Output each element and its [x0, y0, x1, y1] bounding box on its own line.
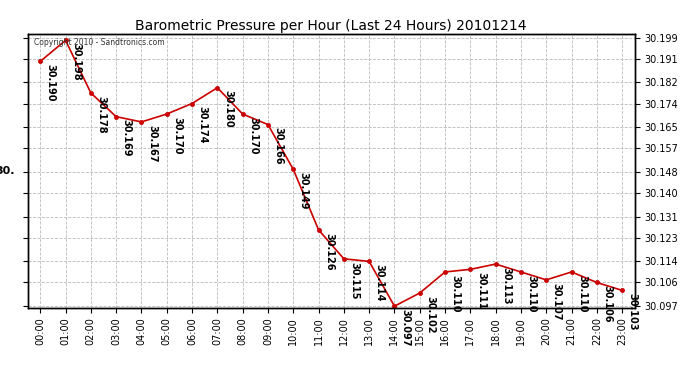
- Text: 30.107: 30.107: [552, 283, 562, 320]
- Text: 30.114: 30.114: [375, 264, 385, 302]
- Text: 30.169: 30.169: [121, 120, 132, 157]
- Text: 30.167: 30.167: [147, 125, 157, 162]
- Text: 30.110: 30.110: [526, 275, 537, 312]
- Text: 30.170: 30.170: [248, 117, 258, 154]
- Text: 30.149: 30.149: [299, 172, 309, 210]
- Text: 30.174: 30.174: [197, 106, 208, 144]
- Text: 30.170: 30.170: [172, 117, 182, 154]
- Text: Copyright 2010 - Sandtronics.com: Copyright 2010 - Sandtronics.com: [34, 38, 164, 47]
- Text: 30.102: 30.102: [425, 296, 435, 333]
- Text: 30.113: 30.113: [501, 267, 511, 305]
- Text: 30.198: 30.198: [71, 43, 81, 81]
- Text: 30.180: 30.180: [223, 90, 233, 128]
- Text: 30.178: 30.178: [97, 96, 106, 134]
- Text: 30.103: 30.103: [628, 293, 638, 331]
- Text: 30.106: 30.106: [602, 285, 613, 323]
- Text: 30.110: 30.110: [577, 275, 587, 312]
- Text: 30.126: 30.126: [324, 232, 334, 270]
- Text: 30.115: 30.115: [349, 262, 359, 299]
- Text: 30.110: 30.110: [451, 275, 461, 312]
- Text: 30.190: 30.190: [46, 64, 56, 102]
- Y-axis label: 30.: 30.: [0, 166, 15, 176]
- Title: Barometric Pressure per Hour (Last 24 Hours) 20101214: Barometric Pressure per Hour (Last 24 Ho…: [135, 19, 527, 33]
- Text: 30.166: 30.166: [273, 128, 284, 165]
- Text: 30.111: 30.111: [476, 272, 486, 310]
- Text: 30.097: 30.097: [400, 309, 410, 347]
